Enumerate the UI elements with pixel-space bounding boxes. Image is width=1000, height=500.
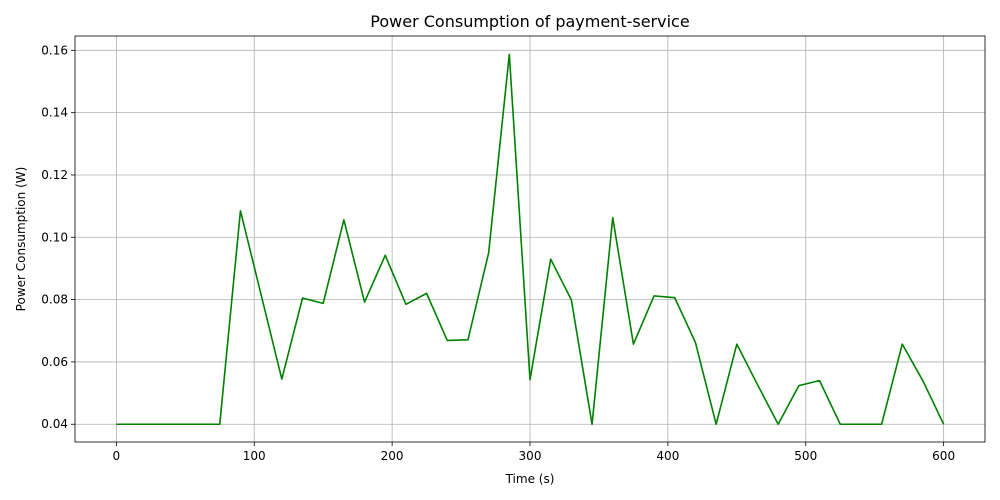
- x-tick-label: 600: [932, 449, 955, 463]
- y-tick-label: 0.10: [41, 230, 68, 244]
- x-tick-label: 200: [381, 449, 404, 463]
- x-tick-label: 0: [113, 449, 121, 463]
- grid: [75, 36, 985, 442]
- y-axis: 0.04 0.06 0.08 0.10 0.12 0.14 0.16: [41, 43, 75, 431]
- y-tick-label: 0.06: [41, 355, 68, 369]
- x-tick-label: 400: [656, 449, 679, 463]
- plot-area: [116, 53, 945, 426]
- x-tick-label: 100: [243, 449, 266, 463]
- y-tick-label: 0.14: [41, 106, 68, 120]
- series-line: [116, 53, 945, 426]
- y-tick-label: 0.12: [41, 168, 68, 182]
- x-axis-label: Time (s): [505, 472, 555, 486]
- x-tick-label: 300: [519, 449, 542, 463]
- y-tick-label: 0.04: [41, 417, 68, 431]
- x-axis: 0 100 200 300 400 500 600: [113, 442, 955, 463]
- x-tick-label: 500: [794, 449, 817, 463]
- y-tick-label: 0.16: [41, 43, 68, 57]
- y-axis-label: Power Consumption (W): [14, 167, 28, 312]
- y-tick-label: 0.08: [41, 293, 68, 307]
- chart-title: Power Consumption of payment-service: [370, 12, 689, 31]
